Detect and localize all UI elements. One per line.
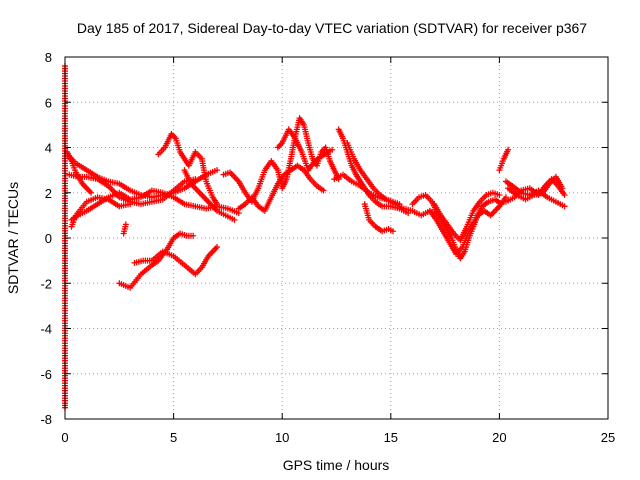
x-tick-label: 15 [384, 430, 398, 445]
x-tick-label: 5 [170, 430, 177, 445]
data-point [214, 201, 221, 208]
data-points [62, 63, 568, 411]
data-point [561, 192, 568, 199]
data-point [231, 216, 238, 223]
data-point [88, 189, 95, 196]
data-point [389, 228, 396, 235]
y-tick-label: 6 [45, 95, 52, 110]
data-point [214, 167, 221, 174]
y-tick-label: 2 [45, 186, 52, 201]
data-point [127, 201, 134, 208]
data-point [214, 244, 221, 251]
data-point [329, 146, 336, 153]
y-tick-label: -4 [40, 322, 52, 337]
y-tick-label: 8 [45, 50, 52, 65]
x-tick-label: 25 [601, 430, 615, 445]
x-tick-label: 20 [492, 430, 506, 445]
data-point [561, 203, 568, 210]
data-point [122, 221, 129, 228]
y-tick-label: -8 [40, 412, 52, 427]
data-point [190, 232, 197, 239]
y-tick-label: -2 [40, 276, 52, 291]
x-tick-label: 0 [61, 430, 68, 445]
y-tick-label: 0 [45, 231, 52, 246]
x-axis-label: GPS time / hours [283, 457, 390, 473]
y-axis-label: SDTVAR / TECUs [5, 182, 21, 294]
y-tick-label: 4 [45, 141, 52, 156]
data-point [559, 185, 566, 192]
data-point [192, 176, 199, 183]
ticks: 0 5 10 15 20 25 -8 -6 -4 -2 0 2 4 6 8 [40, 50, 615, 445]
y-tick-label: -6 [40, 367, 52, 382]
x-tick-label: 10 [275, 430, 289, 445]
plot-frame [64, 56, 609, 420]
data-point [320, 187, 327, 194]
data-point [498, 201, 505, 208]
grid [65, 57, 608, 419]
data-point [505, 146, 512, 153]
data-point [496, 192, 503, 199]
chart-title: Day 185 of 2017, Sidereal Day-to-day VTE… [77, 20, 587, 36]
